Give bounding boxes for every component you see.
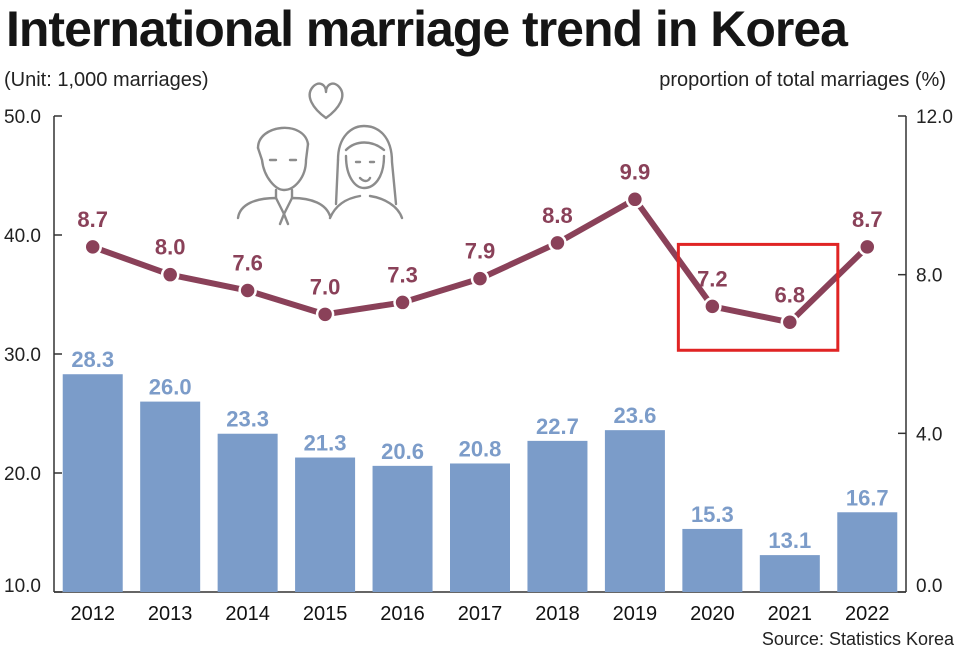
line-point bbox=[780, 313, 800, 332]
right-tick-label: 4.0 bbox=[916, 424, 942, 445]
x-tick-label: 2015 bbox=[303, 603, 348, 625]
bar-value-label: 26.0 bbox=[149, 375, 192, 400]
bar bbox=[682, 528, 743, 592]
x-tick-label: 2022 bbox=[845, 603, 890, 625]
bar-value-label: 23.3 bbox=[226, 407, 269, 432]
data-labels: 28.3 26.0 23.3 21.3 20.6 20.8 22.7 23.6 15.3 13.1… bbox=[71, 159, 888, 553]
line-series bbox=[83, 190, 877, 332]
bar-value-label: 13.1 bbox=[768, 528, 811, 553]
line-point bbox=[858, 237, 877, 257]
bar bbox=[759, 555, 820, 592]
x-tick-label: 2017 bbox=[458, 603, 503, 625]
bar bbox=[140, 401, 201, 592]
bar-value-label: 22.7 bbox=[536, 414, 579, 439]
left-tick-label: 30.0 bbox=[4, 345, 41, 366]
bar bbox=[217, 433, 278, 592]
x-tick-label: 2013 bbox=[148, 603, 193, 625]
highlight-box bbox=[676, 242, 840, 352]
right-tick-label: 12.0 bbox=[916, 107, 953, 128]
left-axis-label: (Unit: 1,000 marriages) bbox=[4, 69, 209, 91]
bar bbox=[62, 374, 123, 592]
bar-value-label: 15.3 bbox=[691, 502, 734, 527]
x-tick-label: 2019 bbox=[613, 603, 658, 625]
line-point bbox=[83, 237, 102, 257]
right-tick-label: 8.0 bbox=[916, 266, 942, 287]
line-value-label: 7.3 bbox=[387, 262, 418, 287]
left-tick-label: 40.0 bbox=[4, 226, 41, 247]
x-tick-label: 2014 bbox=[225, 603, 270, 625]
line-value-label: 8.0 bbox=[155, 235, 186, 260]
line-point bbox=[238, 281, 257, 300]
line-value-label: 9.9 bbox=[620, 159, 651, 184]
line-point bbox=[703, 297, 722, 316]
bar-value-label: 23.6 bbox=[613, 403, 656, 428]
line-value-label: 7.2 bbox=[697, 266, 728, 291]
chart-title: International marriage trend in Korea bbox=[6, 1, 849, 57]
left-tick-label: 50.0 bbox=[4, 107, 41, 128]
left-tick-label: 10.0 bbox=[4, 576, 41, 597]
bar bbox=[604, 430, 665, 592]
line-value-label: 6.8 bbox=[775, 282, 806, 307]
line-point bbox=[470, 269, 490, 288]
x-tick-label: 2020 bbox=[690, 603, 735, 625]
line-point bbox=[315, 305, 335, 324]
bar-value-label: 21.3 bbox=[304, 431, 347, 456]
bar-value-label: 28.3 bbox=[71, 347, 114, 372]
bar bbox=[450, 463, 510, 592]
bar bbox=[372, 465, 433, 592]
line-point bbox=[625, 190, 645, 209]
line-value-label: 7.9 bbox=[465, 239, 496, 264]
left-tick-label: 20.0 bbox=[4, 464, 41, 485]
line-value-label: 7.0 bbox=[310, 274, 341, 299]
line-point bbox=[548, 233, 567, 253]
couple-with-heart-icon bbox=[236, 82, 404, 226]
x-tick-label: 2016 bbox=[380, 603, 425, 625]
x-tick-label: 2021 bbox=[768, 603, 813, 625]
x-tick-label: 2018 bbox=[535, 603, 580, 625]
bar-value-label: 20.8 bbox=[459, 436, 502, 461]
line-point bbox=[160, 265, 180, 284]
source-note: Source: Statistics Korea bbox=[762, 629, 955, 649]
right-axis-label: proportion of total marriages (%) bbox=[659, 69, 946, 91]
line-point bbox=[393, 293, 412, 312]
line-value-label: 7.6 bbox=[232, 251, 263, 276]
bar-value-label: 20.6 bbox=[381, 439, 424, 464]
x-tick-label: 2012 bbox=[70, 603, 115, 625]
bar bbox=[295, 457, 356, 592]
bar-value-label: 16.7 bbox=[846, 485, 889, 510]
bar bbox=[527, 440, 588, 592]
line-value-label: 8.7 bbox=[77, 207, 108, 232]
line-value-label: 8.8 bbox=[542, 203, 573, 228]
bar bbox=[837, 512, 898, 592]
axes: 10.0 20.0 30.0 40.0 50.0 0.0 4.0 8.0 12.0 2012 201… bbox=[4, 107, 953, 625]
bar-series bbox=[62, 374, 898, 592]
right-tick-label: 0.0 bbox=[916, 576, 942, 597]
line-value-label: 8.7 bbox=[852, 207, 883, 232]
